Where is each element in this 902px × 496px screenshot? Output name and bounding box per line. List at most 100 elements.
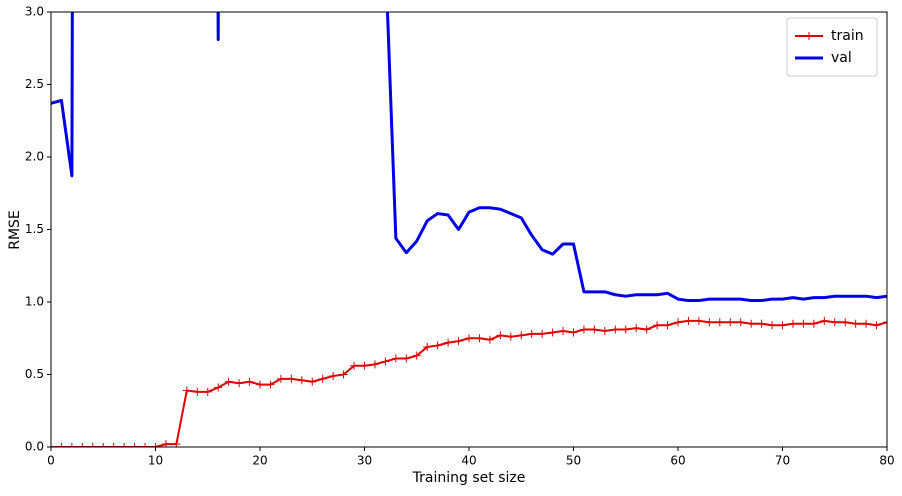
- point-marker: [245, 377, 254, 386]
- point-marker: [193, 387, 202, 396]
- series-line: [51, 12, 887, 303]
- point-marker: [214, 383, 223, 392]
- point-marker: [329, 371, 338, 380]
- point-marker: [527, 329, 536, 338]
- point-marker: [412, 351, 421, 360]
- point-marker: [788, 319, 797, 328]
- point-marker: [600, 327, 609, 335]
- point-marker: [99, 443, 108, 447]
- x-tick-label: 50: [566, 454, 581, 468]
- point-marker: [370, 360, 379, 369]
- point-marker: [736, 318, 745, 327]
- x-tick-label: 20: [252, 454, 267, 468]
- point-marker: [851, 319, 860, 328]
- point-marker: [872, 321, 881, 330]
- point-marker: [506, 332, 515, 341]
- point-marker: [590, 325, 599, 334]
- point-marker: [235, 379, 244, 388]
- point-marker: [726, 318, 735, 327]
- point-marker: [423, 342, 432, 351]
- plot-frame: [50, 11, 888, 448]
- point-marker: [538, 329, 547, 338]
- point-marker: [862, 319, 871, 328]
- point-marker: [809, 319, 818, 328]
- point-marker: [611, 325, 620, 334]
- point-marker: [475, 334, 484, 343]
- point-marker: [120, 443, 129, 447]
- point-marker: [78, 443, 87, 447]
- legend-marker: [805, 32, 813, 40]
- x-tick-label: 0: [47, 454, 55, 468]
- point-marker: [297, 376, 306, 385]
- point-marker: [684, 316, 693, 325]
- point-marker: [402, 354, 411, 363]
- point-marker: [768, 321, 777, 330]
- point-marker: [841, 318, 850, 327]
- point-marker: [67, 443, 76, 447]
- point-marker: [830, 318, 839, 327]
- point-marker: [433, 341, 442, 350]
- point-marker: [496, 331, 505, 340]
- point-marker: [674, 318, 682, 327]
- y-axis-label: RMSE: [7, 210, 23, 250]
- point-marker: [778, 321, 787, 330]
- point-marker: [444, 338, 453, 347]
- point-marker: [883, 318, 887, 327]
- point-marker: [88, 443, 97, 447]
- point-marker: [381, 357, 390, 366]
- point-marker: [360, 361, 369, 370]
- point-marker: [109, 443, 118, 447]
- point-marker: [224, 377, 233, 386]
- point-marker: [266, 380, 275, 389]
- y-tick-label: 2.5: [25, 77, 44, 91]
- point-marker: [485, 335, 494, 344]
- point-marker: [694, 316, 703, 325]
- y-tick-label: 0.5: [25, 367, 44, 381]
- y-tick-label: 1.5: [25, 222, 44, 236]
- point-marker: [182, 386, 191, 395]
- plot-area: [51, 12, 887, 447]
- legend-label: val: [831, 50, 852, 66]
- point-marker: [287, 374, 296, 383]
- point-marker: [151, 443, 160, 447]
- point-marker: [318, 374, 327, 383]
- point-marker: [141, 443, 150, 447]
- point-marker: [308, 377, 317, 386]
- point-marker: [757, 319, 766, 328]
- point-marker: [517, 331, 526, 340]
- x-tick-label: 80: [879, 454, 894, 468]
- x-tick-label: 60: [670, 454, 685, 468]
- x-tick-label: 30: [357, 454, 372, 468]
- point-marker: [642, 325, 651, 334]
- point-marker: [632, 324, 641, 333]
- point-marker: [579, 325, 588, 334]
- point-marker: [391, 354, 400, 363]
- y-tick-label: 3.0: [25, 5, 44, 19]
- point-marker: [276, 374, 285, 383]
- legend-box: [786, 17, 878, 77]
- point-marker: [820, 316, 829, 325]
- point-marker: [747, 319, 756, 328]
- point-marker: [653, 321, 662, 330]
- point-marker: [569, 328, 578, 337]
- point-marker: [705, 318, 714, 327]
- x-axis-label: Training set size: [412, 470, 526, 486]
- point-marker: [559, 327, 568, 335]
- point-marker: [203, 387, 212, 396]
- y-tick-label: 2.0: [25, 150, 44, 164]
- y-tick-label: 0.0: [25, 440, 44, 454]
- legend-label: train: [831, 28, 864, 44]
- point-marker: [465, 334, 473, 343]
- x-tick-label: 40: [461, 454, 476, 468]
- point-marker: [548, 328, 557, 337]
- point-marker: [256, 380, 264, 389]
- point-marker: [715, 318, 724, 327]
- point-marker: [130, 443, 139, 447]
- point-marker: [621, 325, 630, 334]
- x-tick-label: 70: [775, 454, 790, 468]
- x-tick-label: 10: [148, 454, 163, 468]
- y-tick-label: 1.0: [25, 295, 44, 309]
- point-marker: [663, 321, 672, 330]
- point-marker: [454, 337, 463, 346]
